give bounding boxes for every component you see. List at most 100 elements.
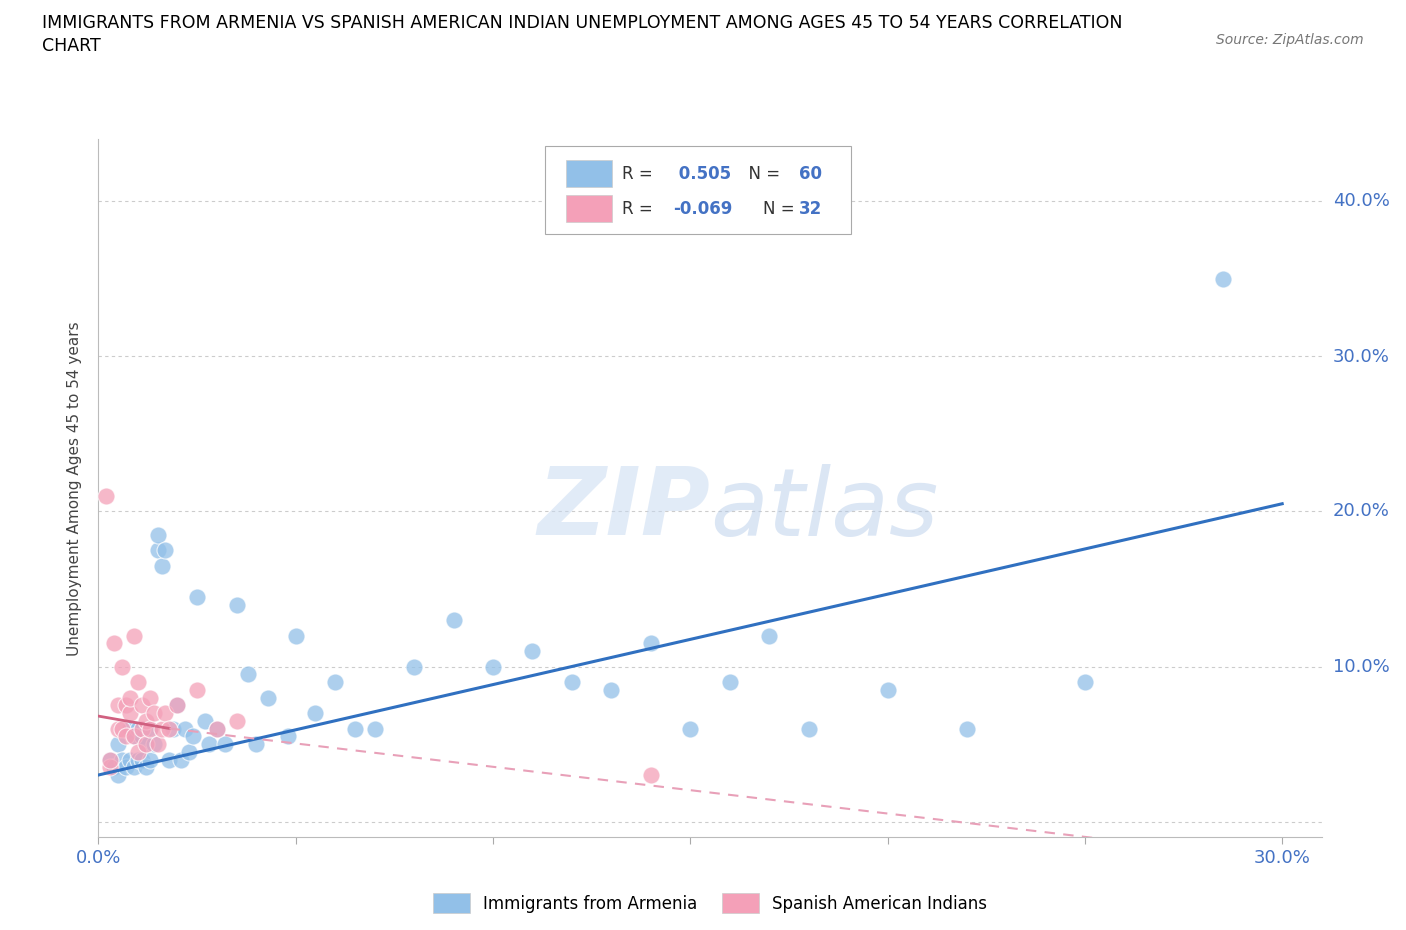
Point	[138, 752, 160, 767]
Point	[111, 721, 134, 736]
Point	[304, 706, 326, 721]
Point	[98, 752, 121, 767]
Point	[679, 721, 702, 736]
Point	[640, 767, 662, 782]
Point	[205, 721, 228, 736]
Point	[174, 721, 197, 736]
Point	[111, 752, 134, 767]
Point	[205, 721, 228, 736]
Point	[159, 721, 181, 736]
Point	[127, 721, 149, 736]
Point	[122, 729, 145, 744]
Point	[131, 721, 153, 736]
Point	[181, 729, 204, 744]
Text: R =: R =	[621, 200, 658, 218]
Point	[118, 721, 141, 736]
Point	[162, 721, 184, 736]
Point	[170, 752, 193, 767]
Point	[482, 659, 505, 674]
Text: IMMIGRANTS FROM ARMENIA VS SPANISH AMERICAN INDIAN UNEMPLOYMENT AMONG AGES 45 TO: IMMIGRANTS FROM ARMENIA VS SPANISH AMERI…	[42, 14, 1122, 32]
Point	[118, 690, 141, 705]
Text: 40.0%: 40.0%	[1333, 193, 1389, 210]
Point	[138, 721, 160, 736]
Text: 30.0%: 30.0%	[1333, 348, 1389, 365]
Point	[96, 488, 118, 503]
Point	[1074, 674, 1097, 689]
Text: 60: 60	[800, 165, 823, 182]
Point	[238, 667, 260, 682]
Point	[107, 721, 129, 736]
Point	[118, 706, 141, 721]
Point	[343, 721, 366, 736]
Point	[131, 698, 153, 712]
Text: N =: N =	[738, 165, 786, 182]
Point	[115, 698, 138, 712]
Point	[323, 674, 346, 689]
Text: -0.069: -0.069	[673, 200, 733, 218]
Text: CHART: CHART	[42, 37, 101, 55]
Point	[107, 737, 129, 751]
Point	[98, 752, 121, 767]
Point	[150, 558, 173, 573]
Point	[127, 744, 149, 759]
Point	[404, 659, 426, 674]
Point	[166, 698, 188, 712]
Point	[131, 729, 153, 744]
Point	[127, 674, 149, 689]
Point	[122, 760, 145, 775]
Point	[257, 690, 280, 705]
Text: R =: R =	[621, 165, 658, 182]
Text: ZIP: ZIP	[537, 463, 710, 555]
Text: atlas: atlas	[710, 464, 938, 554]
Point	[135, 737, 157, 751]
Point	[718, 674, 741, 689]
Point	[159, 752, 181, 767]
Point	[522, 644, 544, 658]
Point	[111, 659, 134, 674]
Point	[146, 543, 169, 558]
Point	[198, 737, 221, 751]
Point	[135, 760, 157, 775]
Point	[146, 737, 169, 751]
Point	[179, 744, 201, 759]
Point	[115, 760, 138, 775]
Point	[127, 752, 149, 767]
Point	[166, 698, 188, 712]
Point	[186, 590, 208, 604]
Point	[225, 597, 247, 612]
FancyBboxPatch shape	[565, 161, 612, 187]
Legend: Immigrants from Armenia, Spanish American Indians: Immigrants from Armenia, Spanish America…	[426, 887, 994, 920]
Point	[118, 752, 141, 767]
Point	[214, 737, 236, 751]
Point	[277, 729, 299, 744]
Point	[135, 737, 157, 751]
Y-axis label: Unemployment Among Ages 45 to 54 years: Unemployment Among Ages 45 to 54 years	[67, 321, 83, 656]
Point	[284, 628, 307, 643]
Point	[122, 628, 145, 643]
Point	[1212, 272, 1234, 286]
Point	[600, 683, 623, 698]
Point	[186, 683, 208, 698]
Text: Source: ZipAtlas.com: Source: ZipAtlas.com	[1216, 33, 1364, 46]
Text: N =: N =	[762, 200, 800, 218]
Point	[142, 706, 165, 721]
Point	[103, 636, 125, 651]
Point	[131, 752, 153, 767]
Text: 32: 32	[800, 200, 823, 218]
Point	[138, 690, 160, 705]
Point	[245, 737, 267, 751]
Point	[138, 721, 160, 736]
Point	[115, 729, 138, 744]
Point	[150, 721, 173, 736]
Point	[155, 543, 177, 558]
Text: 0.505: 0.505	[673, 165, 731, 182]
Point	[103, 760, 125, 775]
FancyBboxPatch shape	[565, 195, 612, 222]
Point	[955, 721, 977, 736]
Point	[107, 698, 129, 712]
Point	[194, 713, 217, 728]
Point	[561, 674, 583, 689]
Point	[146, 527, 169, 542]
FancyBboxPatch shape	[546, 147, 851, 233]
Point	[122, 729, 145, 744]
